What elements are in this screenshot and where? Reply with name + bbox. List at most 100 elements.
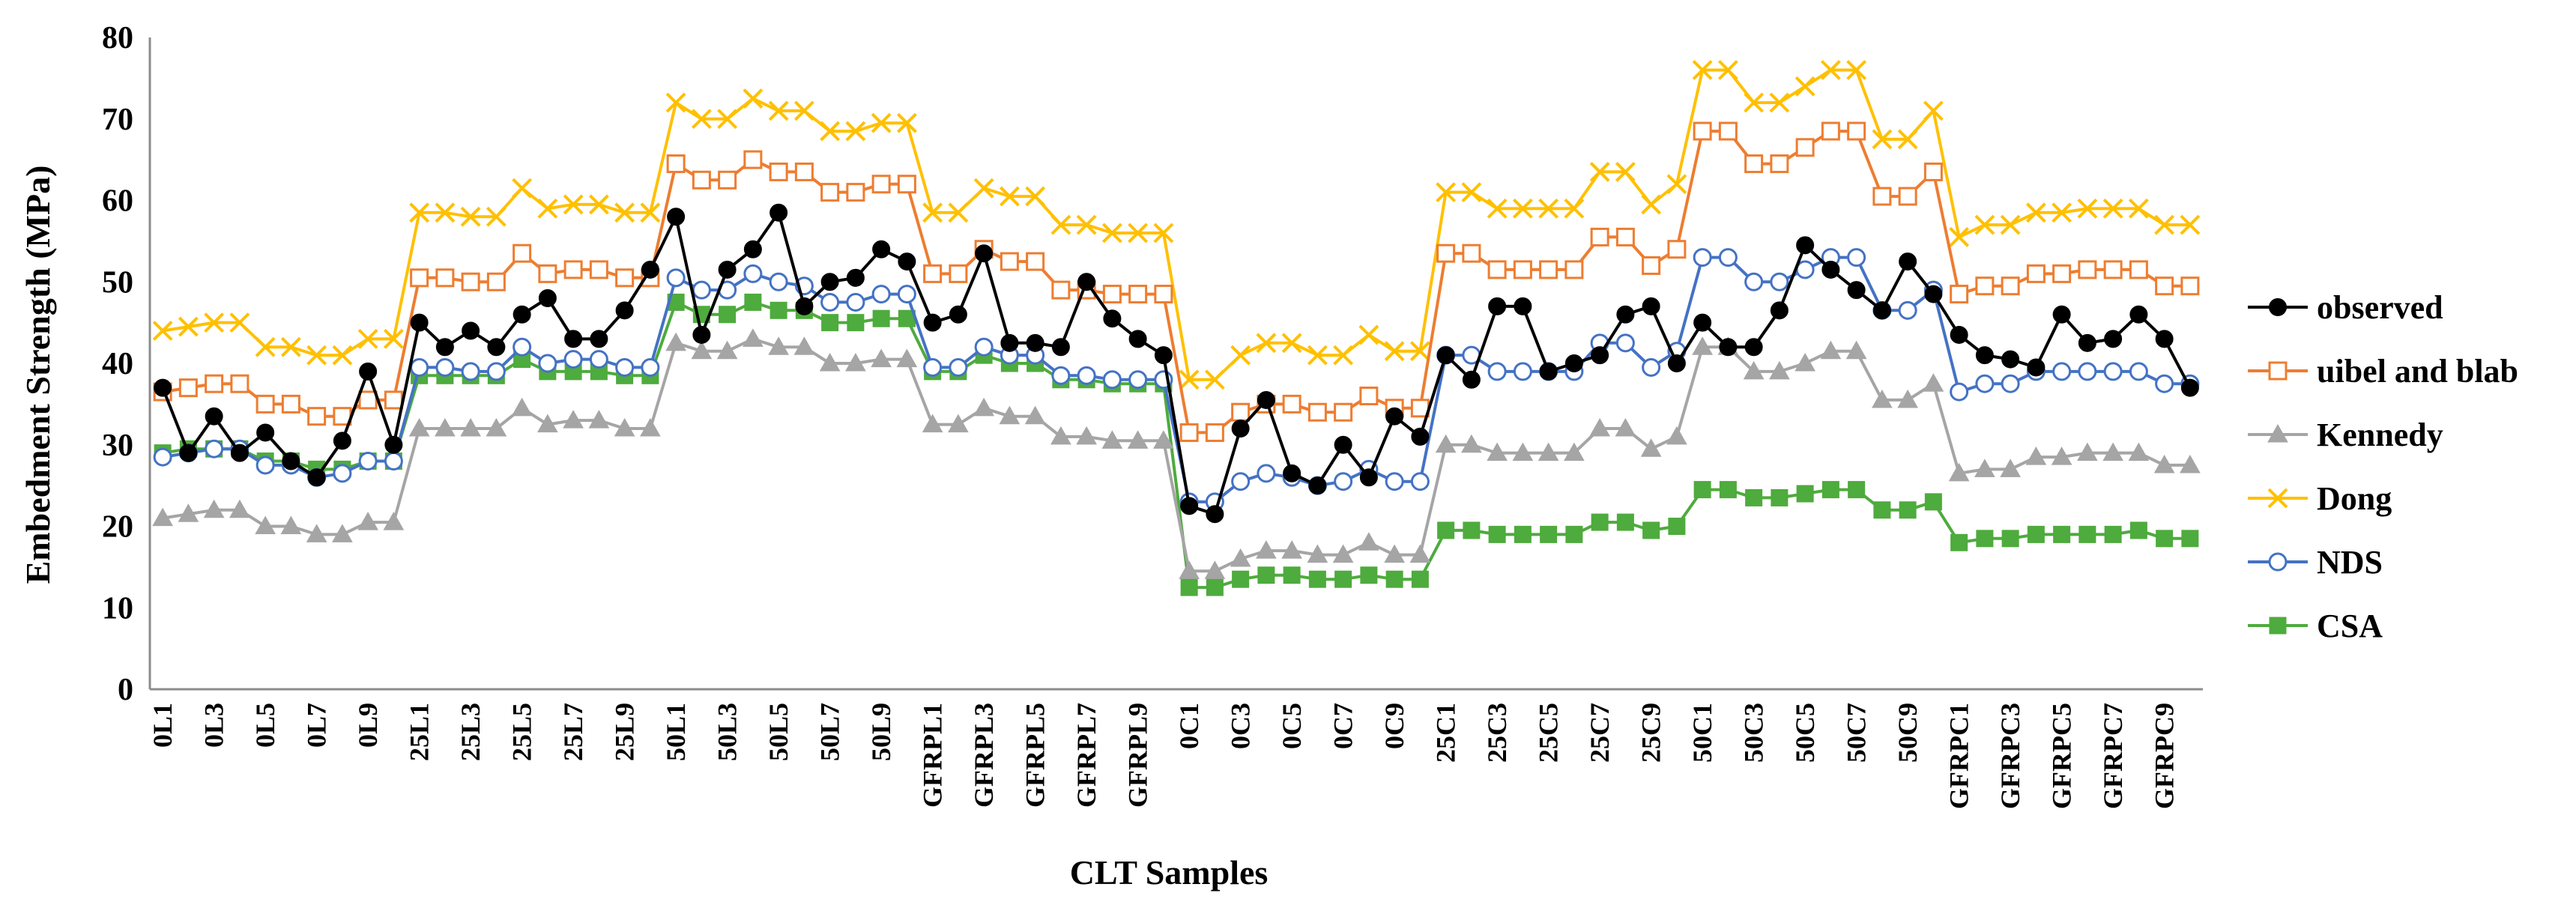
data-point-csa xyxy=(770,301,787,319)
data-point-uibel-and-blab xyxy=(1307,402,1327,422)
data-point-observed xyxy=(820,273,839,291)
data-point-kennedy xyxy=(1076,426,1097,445)
data-point-csa xyxy=(1821,481,1839,499)
data-point-observed xyxy=(795,297,814,315)
data-point-observed xyxy=(282,452,300,470)
data-point-kennedy xyxy=(1101,430,1123,449)
data-point-observed xyxy=(667,208,686,226)
data-point-nds xyxy=(1102,370,1122,390)
data-point-nds xyxy=(2129,362,2148,381)
data-point-kennedy xyxy=(306,524,327,542)
data-point-observed xyxy=(923,313,942,332)
data-point-uibel-and-blab xyxy=(1872,187,1892,206)
data-point-nds xyxy=(1334,472,1353,491)
data-point-kennedy xyxy=(819,352,841,372)
data-point-uibel-and-blab xyxy=(1898,187,1917,206)
data-point-uibel-and-blab xyxy=(949,264,968,283)
data-point-dong xyxy=(1487,198,1508,219)
legend-item-kennedy: Kennedy xyxy=(2248,417,2443,453)
data-point-uibel-and-blab xyxy=(1102,285,1122,304)
data-point-observed xyxy=(333,432,351,450)
data-point-uibel-and-blab xyxy=(1205,423,1224,442)
data-point-csa xyxy=(1283,566,1301,584)
legend-label: Dong xyxy=(2317,480,2392,517)
data-point-csa xyxy=(2181,530,2199,548)
data-point-csa xyxy=(1693,481,1711,499)
data-point-csa xyxy=(1385,570,1403,588)
data-point-csa xyxy=(1437,521,1455,539)
legend-marker xyxy=(2267,488,2288,509)
data-point-nds xyxy=(486,362,506,381)
data-point-observed xyxy=(2129,305,2148,324)
data-point-observed xyxy=(1000,333,1019,352)
data-point-observed xyxy=(2027,358,2046,377)
legend: observed uibel and blab Kennedy Dong NDS CSA xyxy=(2248,289,2518,644)
data-point-nds xyxy=(1385,472,1404,491)
data-point-observed xyxy=(1128,330,1147,348)
data-point-kennedy xyxy=(178,503,199,522)
data-point-kennedy xyxy=(1589,417,1610,437)
data-point-dong xyxy=(1641,194,1662,215)
y-tick-label: 40 xyxy=(102,347,133,381)
data-point-kennedy xyxy=(2000,458,2021,477)
data-point-observed xyxy=(1796,236,1815,255)
data-point-kennedy xyxy=(511,397,533,417)
data-point-uibel-and-blab xyxy=(1615,227,1635,246)
data-point-observed xyxy=(1283,464,1301,482)
data-point-dong xyxy=(1256,333,1277,354)
data-point-dong xyxy=(357,328,378,349)
data-point-kennedy xyxy=(2025,447,2047,465)
data-point-observed xyxy=(718,260,737,279)
data-point-kennedy xyxy=(640,417,661,437)
data-point-uibel-and-blab xyxy=(1436,243,1456,263)
data-point-uibel-and-blab xyxy=(513,243,532,263)
data-point-kennedy xyxy=(871,348,892,368)
data-point-uibel-and-blab xyxy=(794,162,814,181)
data-point-kennedy xyxy=(614,417,635,437)
data-point-dong xyxy=(409,202,430,223)
data-point-uibel-and-blab xyxy=(2001,276,2020,296)
x-tick-label: 50C1 xyxy=(1687,703,1717,763)
data-point-kennedy xyxy=(1897,389,1918,408)
data-point-csa xyxy=(1924,493,1942,511)
data-point-dong xyxy=(1769,92,1790,113)
data-point-nds xyxy=(1487,362,1507,381)
x-tick-label: GFRPL5 xyxy=(1021,703,1050,808)
data-point-kennedy xyxy=(716,340,738,360)
data-point-kennedy xyxy=(1256,540,1277,559)
data-point-dong xyxy=(435,202,456,223)
data-point-csa xyxy=(821,314,839,332)
data-point-kennedy xyxy=(1307,544,1328,563)
data-point-kennedy xyxy=(1024,405,1046,425)
data-point-kennedy xyxy=(280,515,302,534)
data-point-uibel-and-blab xyxy=(2026,264,2046,283)
data-point-dong xyxy=(2180,214,2201,235)
x-tick-label: 25L3 xyxy=(456,703,486,761)
legend-label: observed xyxy=(2317,289,2443,326)
data-point-nds xyxy=(1898,300,1917,320)
x-tick-label: 50C3 xyxy=(1739,703,1769,763)
data-point-csa xyxy=(1950,533,1968,551)
x-tick-label: 25L5 xyxy=(507,703,537,761)
data-point-uibel-and-blab xyxy=(615,268,635,288)
data-point-uibel-and-blab xyxy=(563,260,583,279)
data-point-observed xyxy=(513,305,531,324)
chart-axes xyxy=(148,37,2203,691)
data-point-kennedy xyxy=(1050,426,1071,445)
data-point-observed xyxy=(615,301,634,320)
data-point-observed xyxy=(2001,350,2020,369)
data-point-csa xyxy=(2129,521,2147,539)
data-point-observed xyxy=(2180,378,2199,397)
x-tick-label: 50L9 xyxy=(866,703,896,761)
data-point-dong xyxy=(1128,223,1149,243)
data-point-kennedy xyxy=(1204,560,1226,579)
data-point-nds xyxy=(1615,333,1635,353)
data-point-dong xyxy=(537,198,558,219)
x-tick-label: 50C5 xyxy=(1790,703,1820,763)
data-point-uibel-and-blab xyxy=(743,150,763,169)
data-point-dong xyxy=(1538,198,1559,219)
data-point-kennedy xyxy=(1487,442,1508,461)
data-point-csa xyxy=(2027,525,2045,543)
data-point-uibel-and-blab xyxy=(1282,394,1301,414)
data-point-kennedy xyxy=(1332,544,1354,563)
